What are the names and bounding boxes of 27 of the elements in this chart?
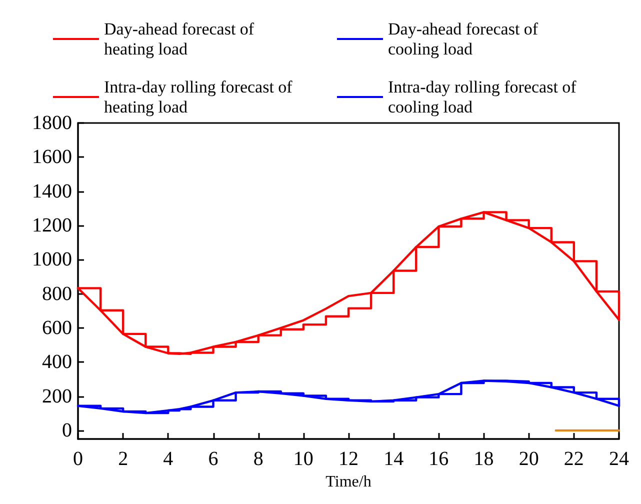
x-tick-label: 6 <box>208 448 218 470</box>
x-tick-label: 14 <box>384 448 404 470</box>
y-tick-label: 1000 <box>32 248 72 271</box>
x-tick-label: 2 <box>118 448 128 470</box>
y-tick-label: 600 <box>42 316 72 339</box>
y-tick-label: 1400 <box>32 180 72 202</box>
x-tick-label: 12 <box>338 448 358 470</box>
legend-label: Day-ahead forecast of heating load <box>104 20 254 58</box>
y-tick-label: 400 <box>42 351 72 374</box>
y-tick-label: 800 <box>42 282 72 305</box>
legend-label: Day-ahead forecast of cooling load <box>388 20 538 58</box>
x-tick-label: 4 <box>163 448 174 470</box>
y-tick-label: 1800 <box>32 112 72 134</box>
x-tick-label: 24 <box>609 448 629 470</box>
y-tick-label: 1600 <box>32 146 72 168</box>
x-tick-label: 16 <box>428 448 449 470</box>
x-tick-label: 8 <box>253 448 264 470</box>
x-tick-label: 10 <box>293 448 314 470</box>
x-axis-title: Time/h <box>326 473 372 490</box>
legend-label: Intra-day rolling forecast of heating load <box>104 78 293 116</box>
y-tick-label: 1200 <box>32 214 72 236</box>
y-tick-label: 0 <box>62 419 72 442</box>
x-tick-label: 18 <box>474 448 494 470</box>
x-tick-label: 20 <box>518 448 539 470</box>
y-tick-label: 200 <box>42 385 72 408</box>
legend-label: Intra-day rolling forecast of cooling load <box>388 78 577 116</box>
x-tick-label: 22 <box>564 448 584 470</box>
